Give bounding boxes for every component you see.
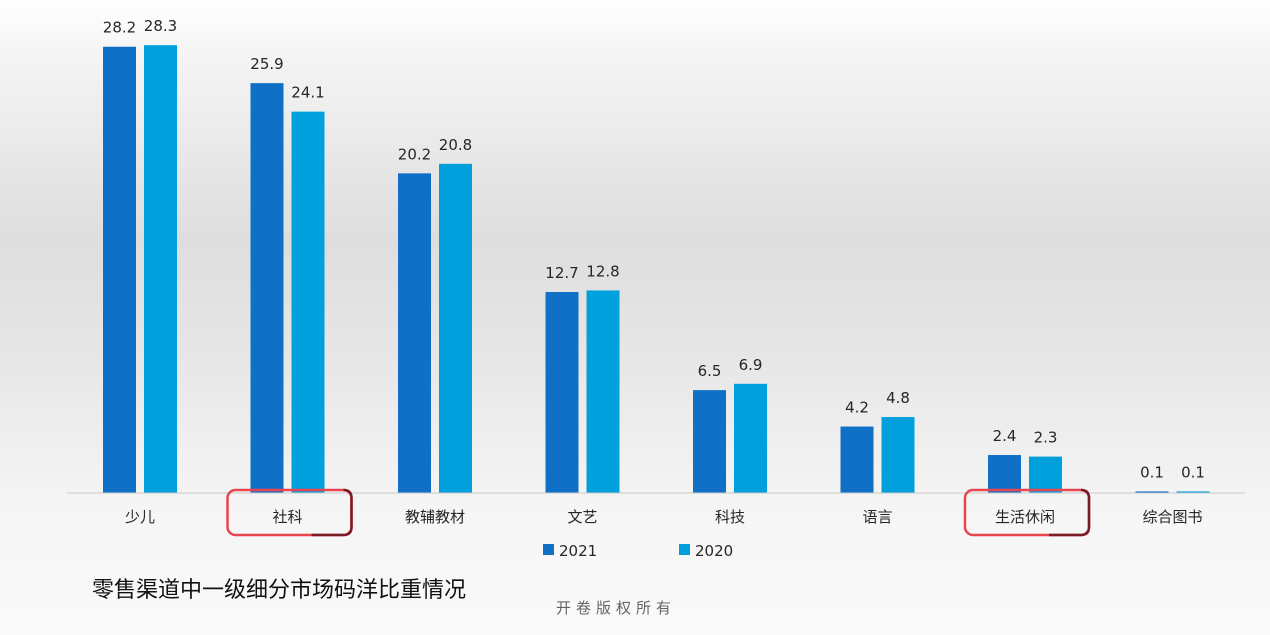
x-tick-label-5: 语言 (862, 508, 892, 526)
bar-2020-6 (1029, 456, 1062, 493)
chart-title: 零售渠道中一级细分市场码洋比重情况 (92, 578, 467, 603)
x-tick-label-4: 科技 (715, 508, 745, 526)
legend-label-2020: 2020 (695, 542, 733, 560)
value-label-2020-5: 4.8 (886, 389, 910, 407)
value-label-2021-7: 0.1 (1140, 463, 1164, 481)
bar-2020-2 (439, 163, 472, 493)
value-label-2020-3: 12.8 (586, 262, 619, 280)
value-label-2021-4: 6.5 (698, 362, 722, 380)
bar-2021-2 (398, 173, 431, 493)
bar-2020-3 (586, 290, 620, 493)
bar-2021-5 (840, 426, 874, 493)
bar-2021-7 (1135, 491, 1169, 493)
value-label-2021-6: 2.4 (993, 427, 1017, 445)
x-tick-label-6: 生活休闲 (995, 508, 1055, 526)
bar-2021-0 (103, 46, 136, 493)
bar-2020-1 (291, 111, 325, 494)
value-label-2021-3: 12.7 (545, 264, 578, 282)
value-label-2021-2: 20.2 (398, 145, 431, 163)
bar-2020-4 (734, 383, 767, 493)
value-label-2020-6: 2.3 (1034, 429, 1058, 447)
bar-2021-6 (988, 455, 1021, 493)
value-label-2020-4: 6.9 (739, 356, 763, 374)
x-tick-label-0: 少儿 (125, 508, 155, 526)
x-tick-label-2: 教辅教材 (405, 508, 465, 526)
bar-2021-1 (250, 83, 284, 493)
x-tick-label-3: 文艺 (567, 508, 597, 526)
value-label-2021-0: 28.2 (103, 19, 136, 37)
value-label-2020-0: 28.3 (144, 17, 177, 35)
value-label-2020-2: 20.8 (439, 136, 472, 154)
legend-swatch-2020 (679, 544, 690, 555)
value-label-2021-5: 4.2 (845, 399, 869, 417)
x-tick-label-1: 社科 (272, 508, 302, 526)
bar-2021-3 (545, 292, 579, 493)
bar-2020-0 (144, 45, 177, 493)
watermark: 开卷版权所有 (556, 599, 677, 617)
x-tick-label-7: 综合图书 (1142, 508, 1202, 526)
highlight-box-shadow-1 (311, 488, 353, 537)
bar-2020-5 (881, 417, 915, 493)
bar-2021-4 (693, 390, 726, 493)
bar-2020-7 (1176, 491, 1210, 493)
legend-swatch-2021 (543, 544, 554, 555)
highlight-box-shadow-6 (1049, 488, 1091, 537)
value-label-2021-1: 25.9 (250, 55, 283, 73)
value-label-2020-7: 0.1 (1181, 463, 1205, 481)
value-label-2020-1: 24.1 (291, 84, 324, 102)
legend-label-2021: 2021 (559, 542, 597, 560)
